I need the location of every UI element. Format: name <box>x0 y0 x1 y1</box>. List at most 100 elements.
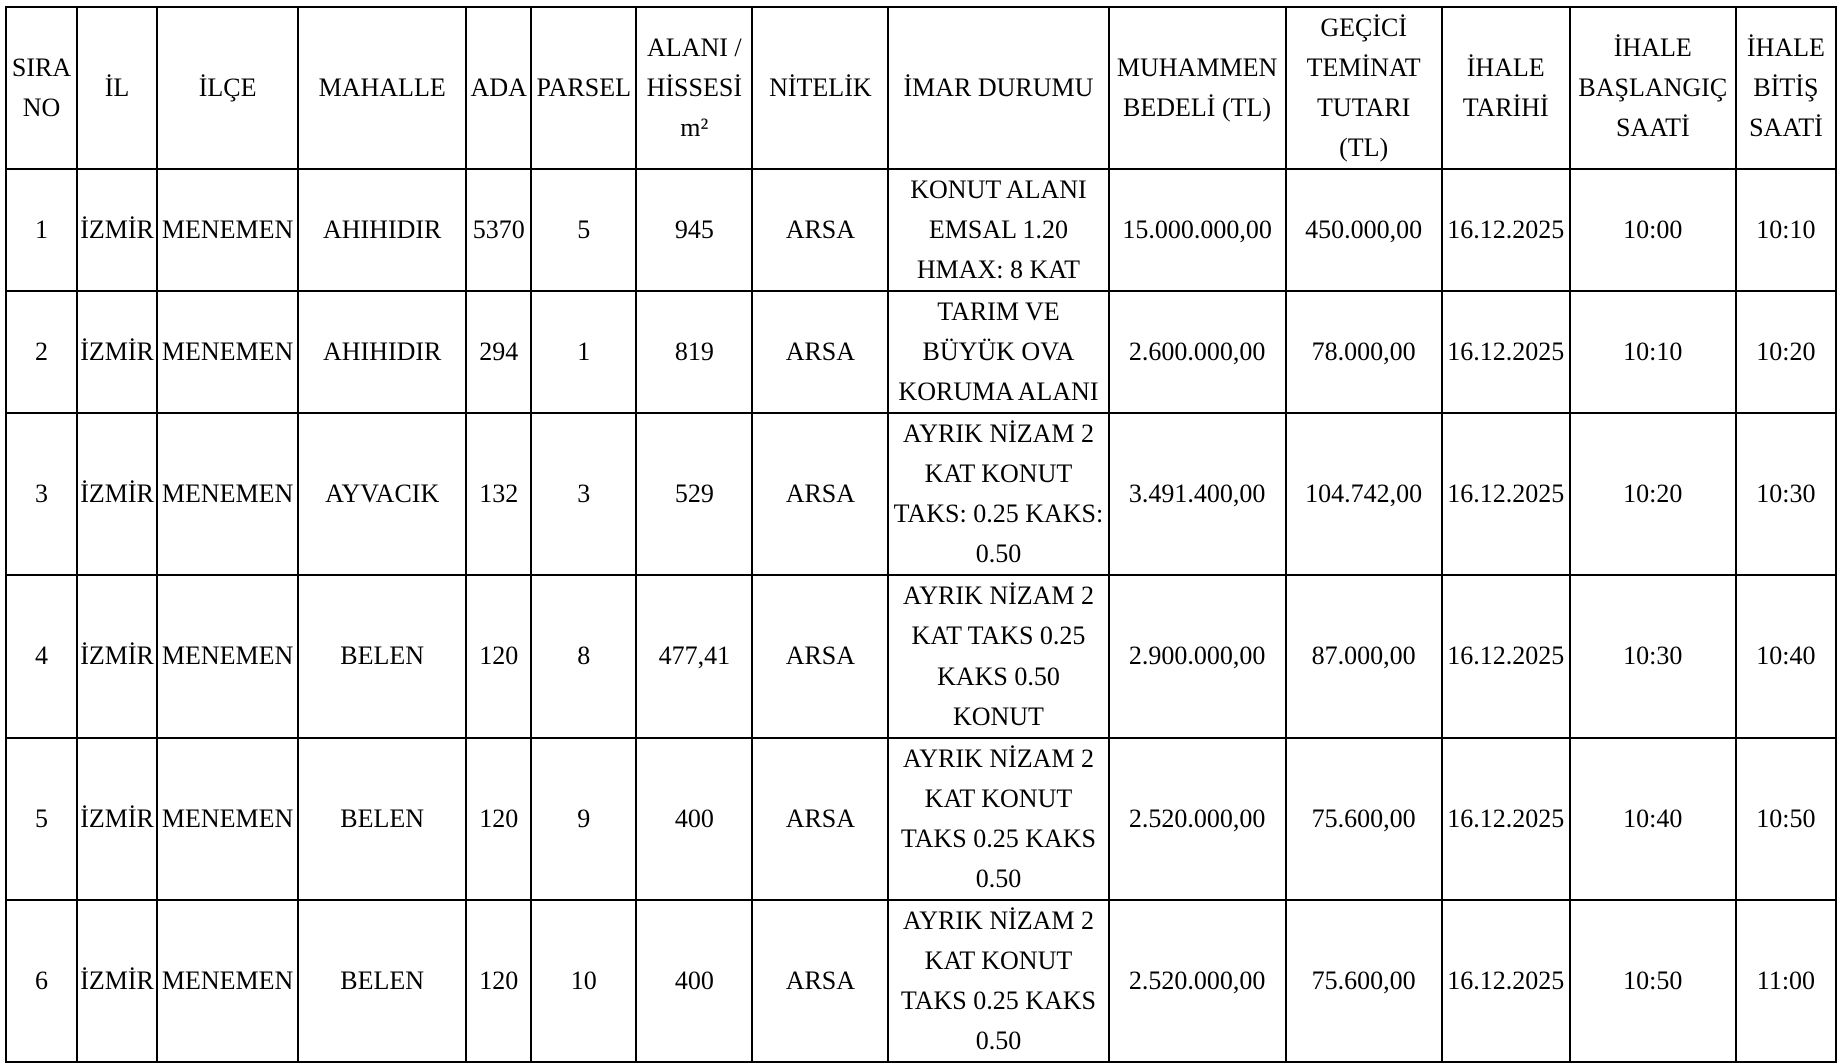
cell-mahalle: AHIHIDIR <box>297 290 468 415</box>
table-row: 2 İZMİR MENEMEN AHIHIDIR 294 1 819 ARSA TARIM VE… <box>4 290 1838 415</box>
cell-ilce: MENEMEN <box>156 290 300 415</box>
cell-teminat: 87.000,00 <box>1284 574 1443 739</box>
cell-alani: 400 <box>635 736 754 901</box>
cell-muhammen: 3.491.400,00 <box>1107 412 1287 577</box>
cell-tarih: 16.12.2025 <box>1440 412 1571 577</box>
cell-tarih: 16.12.2025 <box>1440 290 1571 415</box>
cell-imar: AYRIK NİZAM 2 KAT KONUT TAKS 0.25 KAKS 0… <box>887 736 1110 901</box>
table-row: 3 İZMİR MENEMEN AYVACIK 132 3 529 ARSA AYRIK NİZ… <box>4 412 1838 577</box>
header-cell-ilce: İLÇE <box>156 5 300 171</box>
cell-parsel: 9 <box>530 736 638 901</box>
cell-teminat: 75.600,00 <box>1284 898 1443 1063</box>
cell-tarih: 16.12.2025 <box>1440 574 1571 739</box>
cell-alani: 477,41 <box>635 574 754 739</box>
cell-ada: 120 <box>465 898 533 1063</box>
header-cell-teminat: GEÇİCİ TEMİNAT TUTARI (TL) <box>1284 5 1443 171</box>
cell-bitis: 10:40 <box>1734 574 1838 739</box>
cell-nitelik: ARSA <box>751 898 890 1063</box>
cell-sira_no: 6 <box>4 898 79 1063</box>
cell-tarih: 16.12.2025 <box>1440 168 1571 293</box>
cell-ada: 120 <box>465 574 533 739</box>
cell-bitis: 10:10 <box>1734 168 1838 293</box>
cell-nitelik: ARSA <box>751 290 890 415</box>
header-cell-mahalle: MAHALLE <box>297 5 468 171</box>
cell-il: İZMİR <box>76 736 159 901</box>
cell-imar: AYRIK NİZAM 2 KAT KONUT TAKS 0.25 KAKS 0… <box>887 898 1110 1063</box>
cell-baslangic: 10:00 <box>1568 168 1737 293</box>
header-cell-baslangic: İHALE BAŞLANGIÇ SAATİ <box>1568 5 1737 171</box>
header-cell-ada: ADA <box>465 5 533 171</box>
cell-ada: 5370 <box>465 168 533 293</box>
cell-ilce: MENEMEN <box>156 168 300 293</box>
cell-imar: TARIM VE BÜYÜK OVA KORUMA ALANI <box>887 290 1110 415</box>
header-cell-il: İL <box>76 5 159 171</box>
cell-sira_no: 4 <box>4 574 79 739</box>
cell-ada: 132 <box>465 412 533 577</box>
cell-tarih: 16.12.2025 <box>1440 736 1571 901</box>
cell-imar: KONUT ALANI EMSAL 1.20 HMAX: 8 KAT <box>887 168 1110 293</box>
cell-baslangic: 10:10 <box>1568 290 1737 415</box>
cell-bitis: 10:50 <box>1734 736 1838 901</box>
cell-il: İZMİR <box>76 290 159 415</box>
header-cell-sira_no: SIRA NO <box>4 5 79 171</box>
cell-alani: 819 <box>635 290 754 415</box>
cell-il: İZMİR <box>76 412 159 577</box>
cell-parsel: 10 <box>530 898 638 1063</box>
cell-muhammen: 2.520.000,00 <box>1107 736 1287 901</box>
cell-sira_no: 3 <box>4 412 79 577</box>
cell-sira_no: 2 <box>4 290 79 415</box>
cell-parsel: 5 <box>530 168 638 293</box>
header-cell-muhammen: MUHAMMEN BEDELİ (TL) <box>1107 5 1287 171</box>
cell-nitelik: ARSA <box>751 574 890 739</box>
cell-parsel: 1 <box>530 290 638 415</box>
cell-baslangic: 10:30 <box>1568 574 1737 739</box>
header-cell-parsel: PARSEL <box>530 5 638 171</box>
cell-teminat: 75.600,00 <box>1284 736 1443 901</box>
cell-ada: 294 <box>465 290 533 415</box>
cell-baslangic: 10:40 <box>1568 736 1737 901</box>
cell-muhammen: 2.900.000,00 <box>1107 574 1287 739</box>
cell-alani: 945 <box>635 168 754 293</box>
cell-muhammen: 2.600.000,00 <box>1107 290 1287 415</box>
cell-parsel: 8 <box>530 574 638 739</box>
cell-mahalle: BELEN <box>297 574 468 739</box>
cell-mahalle: AYVACIK <box>297 412 468 577</box>
header-cell-bitis: İHALE BİTİŞ SAATİ <box>1734 5 1838 171</box>
cell-ilce: MENEMEN <box>156 574 300 739</box>
cell-baslangic: 10:20 <box>1568 412 1737 577</box>
header-cell-imar: İMAR DURUMU <box>887 5 1110 171</box>
header-cell-alani: ALANI / HİSSESİ m² <box>635 5 754 171</box>
cell-parsel: 3 <box>530 412 638 577</box>
cell-ilce: MENEMEN <box>156 898 300 1063</box>
cell-sira_no: 1 <box>4 168 79 293</box>
cell-sira_no: 5 <box>4 736 79 901</box>
cell-nitelik: ARSA <box>751 412 890 577</box>
cell-muhammen: 15.000.000,00 <box>1107 168 1287 293</box>
ihale-table: SIRA NO İL İLÇE MAHALLE ADA PARSEL ALANI / HİS… <box>4 5 1838 1063</box>
cell-bitis: 10:30 <box>1734 412 1838 577</box>
cell-alani: 400 <box>635 898 754 1063</box>
table-row: 4 İZMİR MENEMEN BELEN 120 8 477,41 ARSA AYRIK Nİ… <box>4 574 1838 739</box>
table-row: 6 İZMİR MENEMEN BELEN 120 10 400 ARSA AYRIK NİZA… <box>4 898 1838 1063</box>
table-body: 1 İZMİR MENEMEN AHIHIDIR 5370 5 945 ARSA KONUT A… <box>4 168 1838 1063</box>
header-cell-tarih: İHALE TARİHİ <box>1440 5 1571 171</box>
cell-alani: 529 <box>635 412 754 577</box>
cell-imar: AYRIK NİZAM 2 KAT TAKS 0.25 KAKS 0.50 KO… <box>887 574 1110 739</box>
table-row: 1 İZMİR MENEMEN AHIHIDIR 5370 5 945 ARSA KONUT A… <box>4 168 1838 293</box>
cell-ilce: MENEMEN <box>156 412 300 577</box>
cell-ilce: MENEMEN <box>156 736 300 901</box>
cell-nitelik: ARSA <box>751 736 890 901</box>
cell-baslangic: 10:50 <box>1568 898 1737 1063</box>
cell-muhammen: 2.520.000,00 <box>1107 898 1287 1063</box>
cell-teminat: 78.000,00 <box>1284 290 1443 415</box>
cell-il: İZMİR <box>76 574 159 739</box>
cell-teminat: 450.000,00 <box>1284 168 1443 293</box>
cell-tarih: 16.12.2025 <box>1440 898 1571 1063</box>
header-cell-nitelik: NİTELİK <box>751 5 890 171</box>
cell-il: İZMİR <box>76 898 159 1063</box>
cell-ada: 120 <box>465 736 533 901</box>
cell-bitis: 11:00 <box>1734 898 1838 1063</box>
cell-mahalle: AHIHIDIR <box>297 168 468 293</box>
cell-il: İZMİR <box>76 168 159 293</box>
table-header-row: SIRA NO İL İLÇE MAHALLE ADA PARSEL ALANI / HİS… <box>4 5 1838 171</box>
